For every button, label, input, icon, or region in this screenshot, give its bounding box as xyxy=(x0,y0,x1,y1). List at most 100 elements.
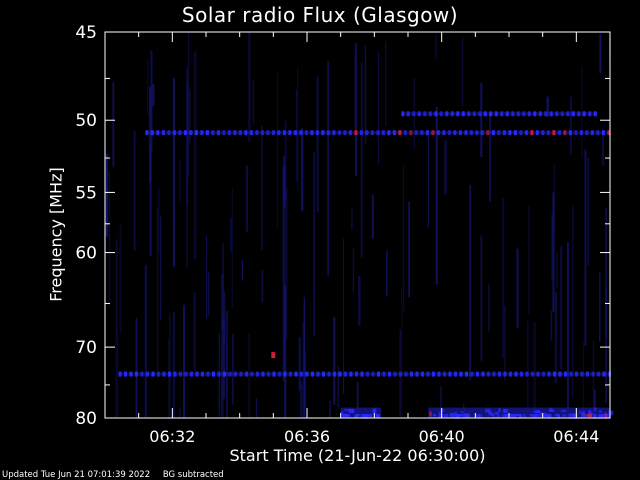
noise-streak xyxy=(222,317,225,399)
noise-streak xyxy=(560,245,563,369)
band-pixel xyxy=(533,111,537,117)
band-pixel xyxy=(448,371,452,377)
burst-pixel xyxy=(450,414,457,418)
x-tick-label: 06:32 xyxy=(149,427,195,446)
band-pixel xyxy=(146,371,149,377)
band-pixel xyxy=(194,130,198,136)
noise-streak xyxy=(599,34,602,74)
burst-pixel xyxy=(545,414,548,417)
noise-streak xyxy=(108,170,111,309)
band-pixel xyxy=(184,371,188,377)
emission-band xyxy=(118,372,610,376)
band-pixel xyxy=(227,130,231,136)
burst-pixel xyxy=(498,408,501,413)
band-pixel xyxy=(486,130,490,136)
band-pixel xyxy=(382,371,386,377)
noise-streak xyxy=(605,208,608,403)
noise-streak xyxy=(226,310,228,418)
noise-streak xyxy=(546,96,549,118)
noise-streak xyxy=(119,223,122,333)
noise-streak xyxy=(599,272,601,342)
band-pixel xyxy=(601,130,605,136)
noise-streak xyxy=(552,192,555,312)
plot-axes xyxy=(104,31,611,419)
band-pixel xyxy=(294,371,298,377)
band-pixel xyxy=(563,130,567,136)
band-pixel xyxy=(481,371,485,377)
noise-streak xyxy=(435,35,437,59)
noise-streak xyxy=(149,86,152,183)
band-pixel xyxy=(437,371,441,377)
noise-streak xyxy=(533,321,536,418)
noise-streak xyxy=(231,187,234,310)
band-pixel xyxy=(387,130,391,136)
band-pixel xyxy=(535,130,539,136)
noise-streak xyxy=(360,62,363,259)
burst-pixel xyxy=(475,414,481,418)
band-pixel xyxy=(453,130,457,136)
noise-streak xyxy=(401,287,403,406)
y-tick-label: 50 xyxy=(75,111,97,131)
x-tick-label: 06:40 xyxy=(419,427,465,446)
noise-streak xyxy=(594,389,597,418)
band-pixel xyxy=(483,111,487,117)
burst-pixel xyxy=(344,409,350,412)
band-pixel xyxy=(549,111,553,117)
band-pixel xyxy=(277,130,281,136)
noise-streak xyxy=(301,128,304,211)
axis-frame xyxy=(104,31,611,419)
band-pixel xyxy=(267,371,270,377)
band-pixel xyxy=(585,130,589,136)
band-pixel xyxy=(354,130,358,136)
band-pixel xyxy=(315,130,319,136)
noise-streak xyxy=(112,82,115,168)
noise-streak xyxy=(427,135,429,228)
noise-streak xyxy=(252,79,255,124)
band-pixel xyxy=(428,111,432,117)
noise-streak xyxy=(571,205,574,399)
band-pixel xyxy=(377,371,380,377)
burst-pixel xyxy=(561,409,567,413)
band-pixel xyxy=(582,111,586,117)
band-pixel xyxy=(461,111,465,117)
band-pixel xyxy=(425,130,429,136)
band-pixel xyxy=(118,371,122,377)
noise-streak xyxy=(516,248,519,328)
band-pixel xyxy=(546,130,550,136)
noise-streak xyxy=(169,313,171,418)
burst-pixel xyxy=(607,414,611,419)
burst-pixel xyxy=(562,414,567,417)
band-pixel xyxy=(355,371,358,377)
band-pixel xyxy=(360,371,364,377)
noise-streak xyxy=(285,187,288,340)
noise-streak xyxy=(160,216,162,320)
band-pixel xyxy=(255,130,259,136)
burst-pixel xyxy=(454,411,458,416)
noise-streak xyxy=(248,333,250,418)
band-pixel xyxy=(124,371,127,377)
band-pixel xyxy=(129,371,133,377)
band-pixel xyxy=(212,371,215,377)
band-pixel xyxy=(157,371,160,377)
noise-streak xyxy=(327,61,330,276)
band-pixel xyxy=(530,130,534,136)
band-pixel xyxy=(491,130,495,136)
burst-pixel xyxy=(501,414,507,418)
band-pixel xyxy=(509,371,512,377)
burst-region xyxy=(340,407,382,418)
band-pixel xyxy=(524,130,528,136)
band-pixel xyxy=(140,371,144,377)
burst-pixel xyxy=(462,414,467,419)
band-pixel xyxy=(344,371,347,377)
band-pixel xyxy=(558,371,562,377)
band-pixel xyxy=(480,130,484,136)
band-pixel xyxy=(409,130,413,136)
band-pixel xyxy=(465,371,468,377)
band-pixel xyxy=(272,371,276,377)
band-pixel xyxy=(283,371,287,377)
band-pixel xyxy=(156,130,160,136)
band-pixel xyxy=(547,371,551,377)
noise-streak xyxy=(207,271,210,316)
band-pixel xyxy=(519,130,523,136)
